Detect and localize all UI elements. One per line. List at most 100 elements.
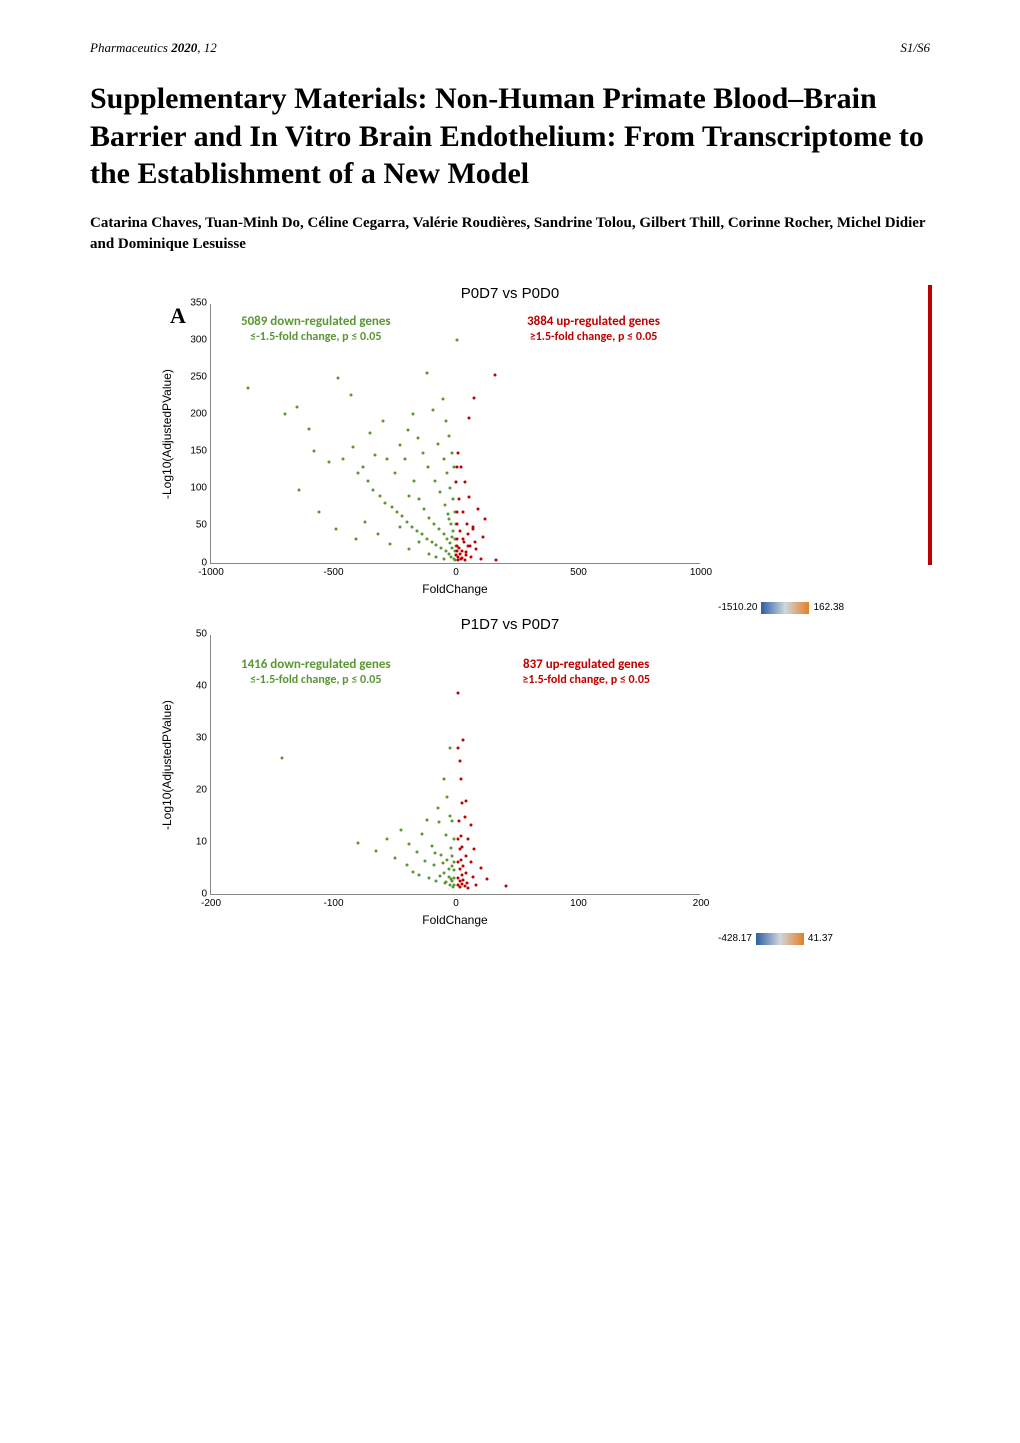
scatter-point <box>456 537 459 540</box>
scatter-point <box>435 555 438 558</box>
scatter-point <box>399 829 402 832</box>
scatter-point <box>443 503 446 506</box>
y-tick: 50 <box>196 628 211 639</box>
scatter-point <box>468 416 471 419</box>
y-tick: 150 <box>190 446 211 457</box>
scatter-point <box>464 871 467 874</box>
scatter-point <box>461 845 464 848</box>
scatter-point <box>283 412 286 415</box>
scatter-point <box>439 874 442 877</box>
x-tick: -100 <box>323 894 343 909</box>
scatter-point <box>457 746 460 749</box>
scatter-point <box>371 488 374 491</box>
journal-year: 2020 <box>171 40 197 55</box>
scatter-point <box>458 759 461 762</box>
scatter-point <box>462 878 465 881</box>
scatter-point <box>445 834 448 837</box>
chart1-legend-down-text: 5089 down-regulated genes <box>241 314 391 331</box>
scatter-point <box>403 457 406 460</box>
scatter-point <box>459 552 462 555</box>
volcano-chart-2: P1D7 vs P0D7 -Log10(AdjustedPValue) 1416… <box>160 616 860 927</box>
colorbar-gradient-1 <box>761 602 809 614</box>
scatter-point <box>455 466 458 469</box>
scatter-point <box>456 511 459 514</box>
scatter-point <box>430 540 433 543</box>
scatter-point <box>457 546 460 549</box>
scatter-point <box>375 849 378 852</box>
scatter-point <box>451 546 454 549</box>
scatter-point <box>467 887 470 890</box>
scatter-point <box>455 522 458 525</box>
scatter-point <box>337 377 340 380</box>
scatter-point <box>436 442 439 445</box>
scatter-point <box>448 435 451 438</box>
scatter-point <box>449 814 452 817</box>
scatter-point <box>466 882 469 885</box>
scatter-point <box>469 861 472 864</box>
scatter-point <box>452 861 455 864</box>
scatter-point <box>428 876 431 879</box>
scatter-point <box>460 466 463 469</box>
scatter-point <box>354 537 357 540</box>
y-tick: 40 <box>196 680 211 691</box>
scatter-point <box>452 837 455 840</box>
scatter-point <box>453 884 456 887</box>
scatter-point <box>437 820 440 823</box>
scatter-point <box>440 546 443 549</box>
scatter-point <box>448 542 451 545</box>
scatter-point <box>428 516 431 519</box>
scatter-point <box>426 466 429 469</box>
chart1-legend-up-sub: ≥1.5-fold change, p ≤ 0.05 <box>530 330 658 344</box>
y-tick: 300 <box>190 334 211 345</box>
x-tick: 0 <box>453 894 459 909</box>
scatter-point <box>381 420 384 423</box>
colorbar-gradient-2 <box>756 933 804 945</box>
scatter-point <box>407 429 410 432</box>
article-title: Supplementary Materials: Non-Human Prima… <box>90 80 930 193</box>
scatter-point <box>352 446 355 449</box>
x-tick: 200 <box>693 894 710 909</box>
scatter-point <box>467 837 470 840</box>
scatter-point <box>451 535 454 538</box>
x-tick: -200 <box>201 894 221 909</box>
scatter-point <box>374 453 377 456</box>
scatter-point <box>440 853 443 856</box>
scatter-point <box>469 545 472 548</box>
scatter-point <box>450 865 453 868</box>
x-tick: 100 <box>570 894 587 909</box>
scatter-point <box>485 877 488 880</box>
scatter-point <box>479 557 482 560</box>
scatter-point <box>391 505 394 508</box>
scatter-point <box>432 863 435 866</box>
x-tick: 1000 <box>690 563 712 578</box>
journal-ref: Pharmaceutics 2020, 12 <box>90 40 217 56</box>
scatter-point <box>447 518 450 521</box>
scatter-point <box>494 559 497 562</box>
scatter-point <box>401 515 404 518</box>
scatter-point <box>457 555 460 558</box>
scatter-point <box>459 886 462 889</box>
scatter-point <box>441 398 444 401</box>
scatter-point <box>479 866 482 869</box>
chart1-colorbar: -1510.20 162.38 <box>718 602 844 614</box>
scatter-point <box>458 530 461 533</box>
scatter-point <box>447 867 450 870</box>
chart2-legend-down-sub: ≤-1.5-fold change, p ≤ 0.05 <box>250 673 381 687</box>
figure-panel-a: A P0D7 vs P0D0 -Log10(AdjustedPValue) 50… <box>160 285 860 927</box>
scatter-point <box>469 823 472 826</box>
scatter-point <box>418 540 421 543</box>
scatter-point <box>453 876 456 879</box>
scatter-point <box>448 746 451 749</box>
scatter-point <box>463 885 466 888</box>
scatter-point <box>505 885 508 888</box>
chart1-ylabel: -Log10(AdjustedPValue) <box>160 304 174 564</box>
y-tick: 250 <box>190 371 211 382</box>
chart2-legend-up-sub: ≥1.5-fold change, p ≤ 0.05 <box>522 673 650 687</box>
scatter-point <box>425 537 428 540</box>
scatter-point <box>463 815 466 818</box>
scatter-point <box>439 490 442 493</box>
scatter-point <box>431 409 434 412</box>
scatter-point <box>458 498 461 501</box>
scatter-point <box>388 542 391 545</box>
scatter-point <box>457 861 460 864</box>
